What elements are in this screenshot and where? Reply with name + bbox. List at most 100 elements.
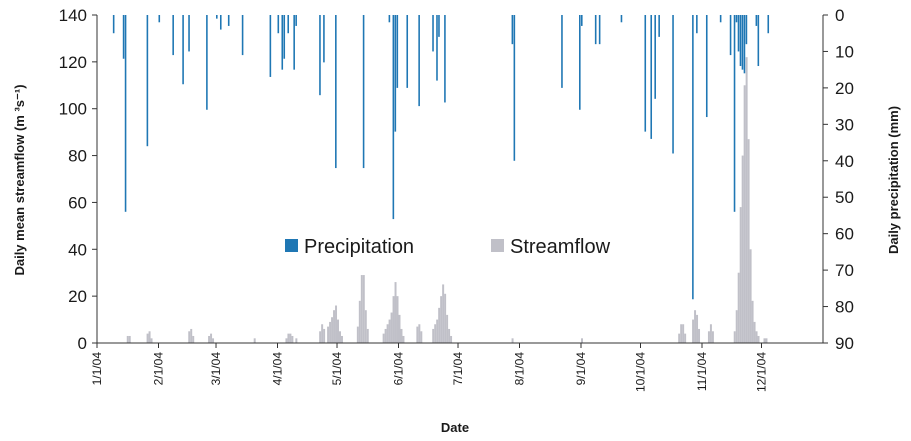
x-tick-label-0: 1/1/04 <box>90 352 104 386</box>
precipitation-bar-28 <box>406 15 408 88</box>
streamflow-bar-65 <box>694 310 696 343</box>
streamflow-bar-75 <box>742 156 744 343</box>
right-tick-label-0: 0 <box>835 6 844 25</box>
x-tick-label-2: 3/1/04 <box>209 352 223 386</box>
streamflow-bar-11 <box>254 338 256 343</box>
x-axis-title: Date <box>441 420 469 435</box>
streamflow-bar-8 <box>208 336 210 343</box>
precipitation-bar-6 <box>182 15 184 84</box>
streamflow-bar-16 <box>295 338 297 343</box>
precipitation-bar-34 <box>514 15 516 161</box>
streamflow-bar-24 <box>335 306 337 343</box>
precipitation-bar-3 <box>147 15 149 146</box>
streamflow-bar-64 <box>692 320 694 343</box>
precipitation-bar-7 <box>188 15 190 51</box>
streamflow-bar-37 <box>389 320 391 343</box>
right-tick-label-8: 80 <box>835 298 854 317</box>
streamflow-bar-29 <box>359 301 361 343</box>
streamflow-bar-21 <box>329 322 331 343</box>
streamflow-bar-42 <box>399 315 401 343</box>
axes <box>97 15 823 343</box>
x-tick-label-11: 12/1/04 <box>755 352 769 392</box>
left-tick-label-4: 80 <box>68 147 87 166</box>
precipitation-bar-43 <box>650 15 652 139</box>
streamflow-bar-41 <box>397 296 399 343</box>
left-tick-label-5: 100 <box>59 100 87 119</box>
precipitation-bar-17 <box>287 15 289 33</box>
streamflow-bar-83 <box>758 336 760 343</box>
precipitation-bar-13 <box>270 15 272 77</box>
precipitation-bar-33 <box>444 15 446 102</box>
streamflow-bar-3 <box>149 331 151 343</box>
legend-swatch-precipitation <box>285 239 298 252</box>
left-axis-title: Daily mean streamflow (m ³s⁻¹) <box>12 84 27 275</box>
precipitation-bar-52 <box>734 15 736 212</box>
streamflow-bar-22 <box>331 317 333 343</box>
precipitation-bar-47 <box>692 15 694 299</box>
streamflow-bar-33 <box>367 329 369 343</box>
streamflow-bar-56 <box>448 329 450 343</box>
x-tick-label-6: 7/1/04 <box>451 352 465 386</box>
streamflow-bar-38 <box>391 313 393 343</box>
streamflow-bars <box>127 57 768 343</box>
streamflow-bar-54 <box>444 294 446 343</box>
precipitation-bar-45 <box>658 15 660 37</box>
streamflow-bar-20 <box>327 327 329 343</box>
streamflow-bar-55 <box>446 315 448 343</box>
streamflow-bar-53 <box>442 284 444 343</box>
streamflow-bar-4 <box>151 338 153 343</box>
precipitation-bar-27 <box>397 15 399 88</box>
streamflow-bar-71 <box>734 331 736 343</box>
streamflow-bar-10 <box>212 338 214 343</box>
streamflow-bar-69 <box>710 324 712 343</box>
precipitation-bar-16 <box>283 15 285 59</box>
streamflow-bar-1 <box>129 336 131 343</box>
streamflow-bar-49 <box>434 324 436 343</box>
streamflow-bar-61 <box>680 324 682 343</box>
precipitation-bar-22 <box>335 15 337 168</box>
left-axis-ticks: 0 20 40 60 80 100 120 140 <box>59 6 97 353</box>
precipitation-bar-42 <box>644 15 646 132</box>
precipitation-bar-58 <box>746 15 748 44</box>
precipitation-bar-50 <box>720 15 722 22</box>
x-tick-label-7: 8/1/04 <box>513 352 527 386</box>
legend-label-streamflow: Streamflow <box>510 236 611 258</box>
streamflow-bar-80 <box>752 301 754 343</box>
precipitation-bar-36 <box>561 15 563 88</box>
precipitation-bar-23 <box>363 15 365 168</box>
x-tick-label-5: 6/1/04 <box>392 352 406 386</box>
streamflow-bar-23 <box>333 310 335 343</box>
streamflow-bar-43 <box>400 329 402 343</box>
right-tick-label-2: 20 <box>835 79 854 98</box>
precipitation-bar-38 <box>581 15 583 26</box>
precipitation-bar-1 <box>123 15 125 59</box>
left-tick-label-7: 140 <box>59 6 87 25</box>
streamflow-bar-2 <box>147 334 149 343</box>
x-tick-label-10: 11/1/04 <box>695 352 709 391</box>
streamflow-bar-12 <box>285 338 287 343</box>
streamflow-bar-48 <box>432 329 434 343</box>
precipitation-bar-49 <box>706 15 708 117</box>
precipitation-bar-11 <box>228 15 230 26</box>
left-tick-label-2: 40 <box>68 240 87 259</box>
streamflow-bar-57 <box>450 336 452 343</box>
streamflow-bar-82 <box>756 331 758 343</box>
precipitation-bar-19 <box>295 15 297 26</box>
precipitation-bar-15 <box>281 15 283 70</box>
legend: Precipitation Streamflow <box>285 236 611 258</box>
streamflow-bar-7 <box>192 336 194 343</box>
precipitation-bar-8 <box>206 15 208 110</box>
streamflow-bar-63 <box>684 334 686 343</box>
right-tick-label-3: 30 <box>835 115 854 134</box>
precipitation-bar-30 <box>432 15 434 51</box>
streamflow-bar-78 <box>748 139 750 343</box>
streamflow-bar-67 <box>698 329 700 343</box>
precipitation-bar-35 <box>512 15 514 44</box>
left-tick-label-1: 20 <box>68 287 87 306</box>
x-axis-ticks: 1/1/04 2/1/04 3/1/04 4/1/04 5/1/04 6/1/04 7/1/… <box>90 343 769 392</box>
precipitation-bar-48 <box>696 15 698 33</box>
precipitation-bar-20 <box>319 15 321 95</box>
precipitation-bar-39 <box>595 15 597 44</box>
x-tick-label-1: 2/1/04 <box>151 352 165 386</box>
